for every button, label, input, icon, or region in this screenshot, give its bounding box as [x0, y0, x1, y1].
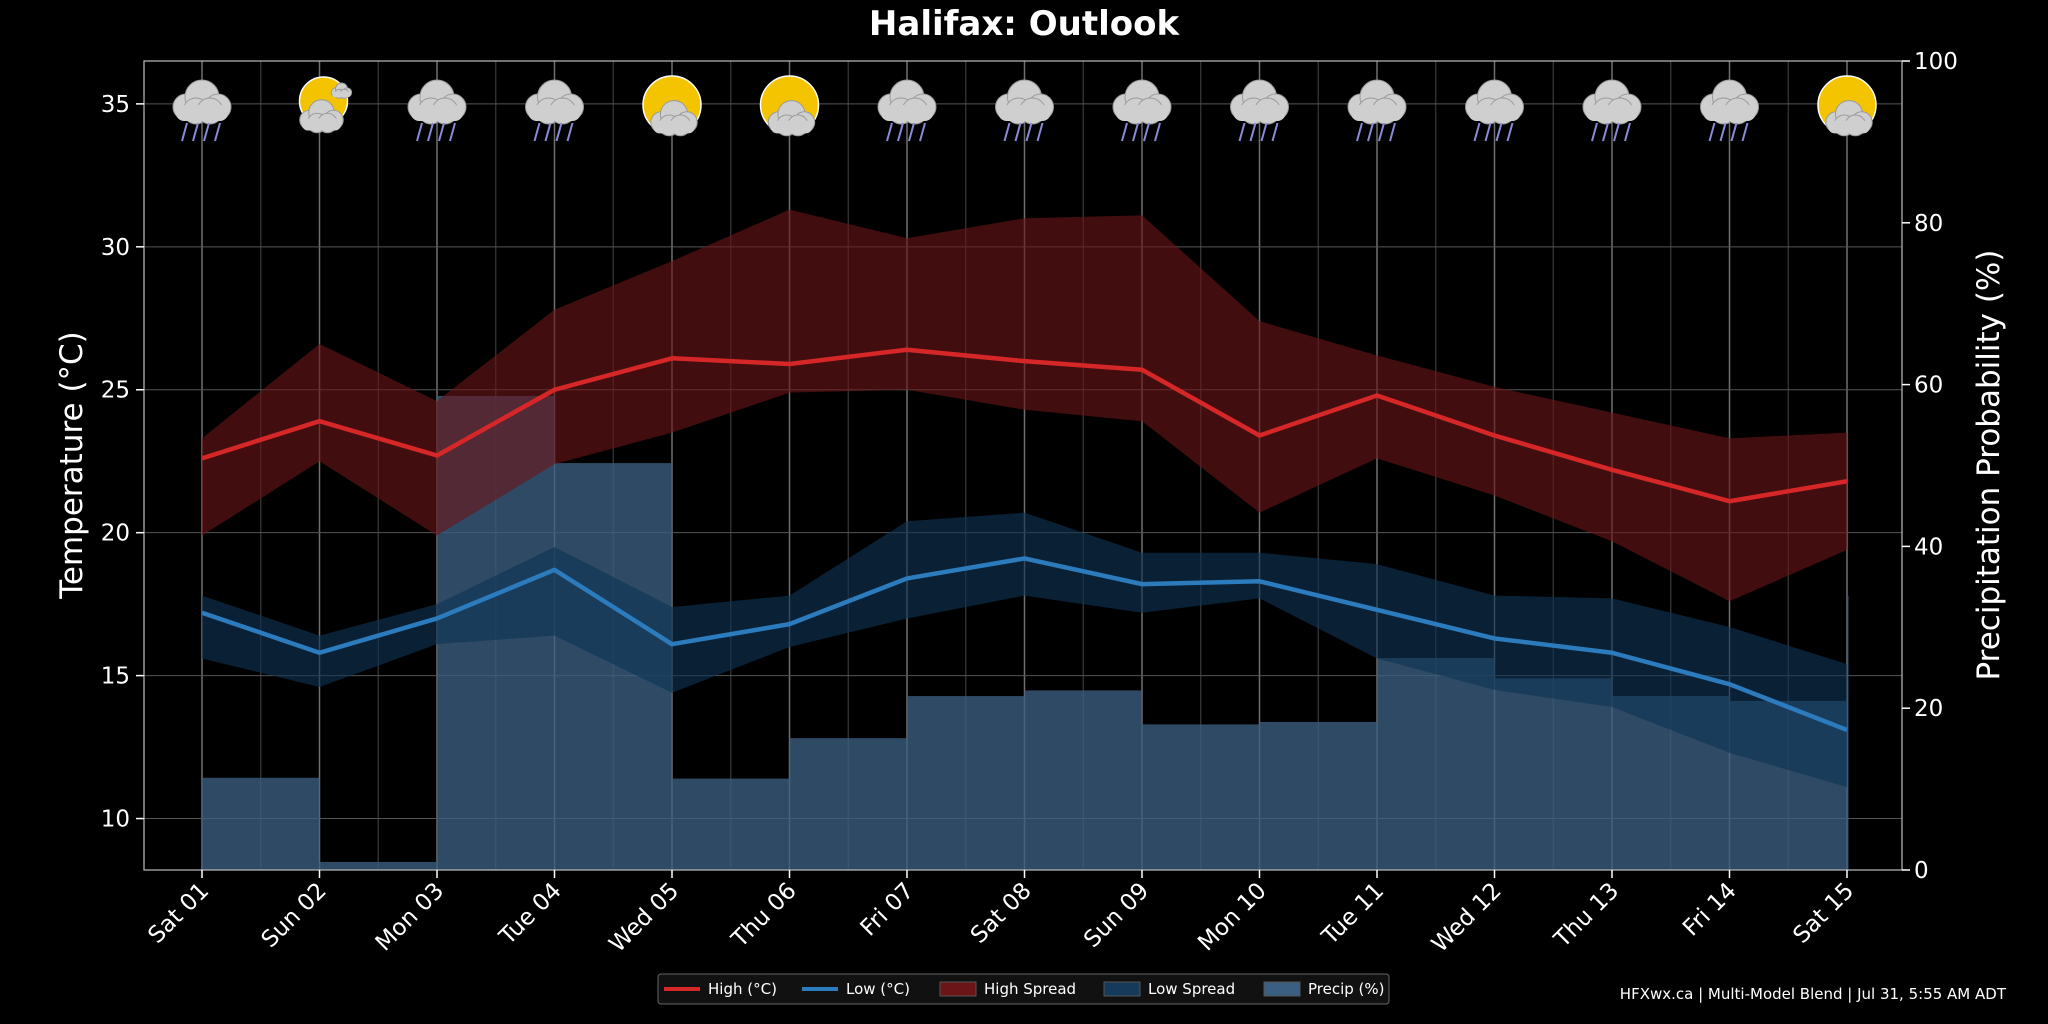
- y-tick-label: 30: [101, 235, 130, 261]
- sun-cloud-icon: [1817, 75, 1877, 137]
- precip-bar: [907, 696, 1025, 870]
- precip-bar: [1847, 595, 1849, 870]
- y2-tick-label: 80: [1914, 211, 1943, 237]
- legend-label: Low Spread: [1148, 980, 1235, 998]
- rain-icon: [1582, 79, 1642, 142]
- footer-credit: HFXwx.ca | Multi-Model Blend | Jul 31, 5…: [1620, 985, 2007, 1003]
- x-tick-label: Mon 10: [1193, 878, 1272, 957]
- y-tick-label: 35: [101, 92, 130, 118]
- rain-icon: [1347, 79, 1407, 142]
- rain-icon: [407, 79, 467, 142]
- y-tick-label: 10: [101, 807, 130, 833]
- y2-tick-label: 100: [1914, 49, 1958, 75]
- y2-axis-label: Precipitation Probability (%): [1971, 250, 2007, 681]
- y2-tick-label: 40: [1914, 534, 1943, 560]
- x-tick-label: Mon 03: [371, 878, 450, 957]
- precip-bar: [1377, 658, 1495, 870]
- x-tick-label: Fri 14: [1678, 878, 1742, 942]
- high-spread-band: [202, 209, 1847, 602]
- x-tick-label: Sun 02: [257, 878, 332, 953]
- legend-label: High (°C): [708, 980, 777, 998]
- x-tick-label: Fri 07: [856, 878, 920, 942]
- legend: High (°C) Low (°C) High Spread Low Spread Pr…: [657, 973, 1390, 1005]
- y-tick-label: 25: [101, 378, 130, 404]
- plot-area: 10 15 20 25 30 35 0 20 40 60 80 100 Sat 01 Sun 02 Mon …: [101, 49, 1958, 958]
- rain-icon: [1230, 79, 1289, 142]
- legend-swatch: [1263, 981, 1301, 997]
- x-tick-label: Sat 08: [966, 878, 1037, 949]
- precip-bar: [672, 778, 790, 870]
- legend-swatch: [1103, 981, 1141, 997]
- precip-bar: [1024, 690, 1142, 870]
- rain-icon: [1465, 79, 1524, 142]
- y2-tick-label: 20: [1914, 696, 1943, 722]
- legend-label: Precip (%): [1308, 980, 1385, 998]
- x-tick-label: Thu 06: [726, 878, 802, 954]
- legend-box: [657, 973, 1390, 1005]
- y-tick-label: 20: [101, 521, 130, 547]
- sun-cloud-icon: [642, 75, 702, 137]
- x-tick-label: Wed 12: [1427, 878, 1507, 958]
- x-tick-label: Sun 09: [1079, 878, 1154, 953]
- precip-bar: [789, 738, 907, 870]
- rain-icon: [995, 79, 1054, 142]
- precip-bar: [1259, 721, 1377, 870]
- x-tick-label: Thu 13: [1549, 878, 1625, 954]
- legend-label: High Spread: [984, 980, 1076, 998]
- legend-swatch: [939, 981, 977, 997]
- sun-cloud-icon: [759, 75, 820, 137]
- chart-title: Halifax: Outlook: [869, 4, 1181, 44]
- x-tick-label: Sat 01: [143, 878, 214, 949]
- x-tick-label: Sat 15: [1788, 878, 1859, 949]
- high-line: [201, 347, 1848, 504]
- rain-icon: [525, 79, 584, 142]
- rain-icon: [877, 79, 937, 142]
- rain-icon: [1700, 79, 1759, 142]
- precip-bar: [202, 777, 320, 870]
- x-tick-label: Tue 04: [494, 878, 567, 951]
- partly-cloudy-icon: [298, 76, 353, 134]
- low-line: [201, 556, 1848, 733]
- x-tick-label: Tue 11: [1316, 878, 1389, 951]
- plot-frame: [143, 60, 1903, 871]
- precip-bar: [1142, 724, 1260, 870]
- precip-bar: [1494, 678, 1612, 870]
- y-tick-label: 15: [101, 664, 130, 690]
- legend-label: Low (°C): [846, 980, 910, 998]
- low-spread-band: [202, 512, 1847, 788]
- y-axis-label: Temperature (°C): [54, 331, 90, 600]
- rain-icon: [172, 79, 232, 142]
- x-tick-label: Wed 05: [605, 878, 685, 958]
- y2-tick-label: 60: [1914, 373, 1943, 399]
- y2-tick-label: 0: [1914, 858, 1929, 884]
- precip-bar: [319, 861, 437, 870]
- rain-icon: [1112, 79, 1172, 142]
